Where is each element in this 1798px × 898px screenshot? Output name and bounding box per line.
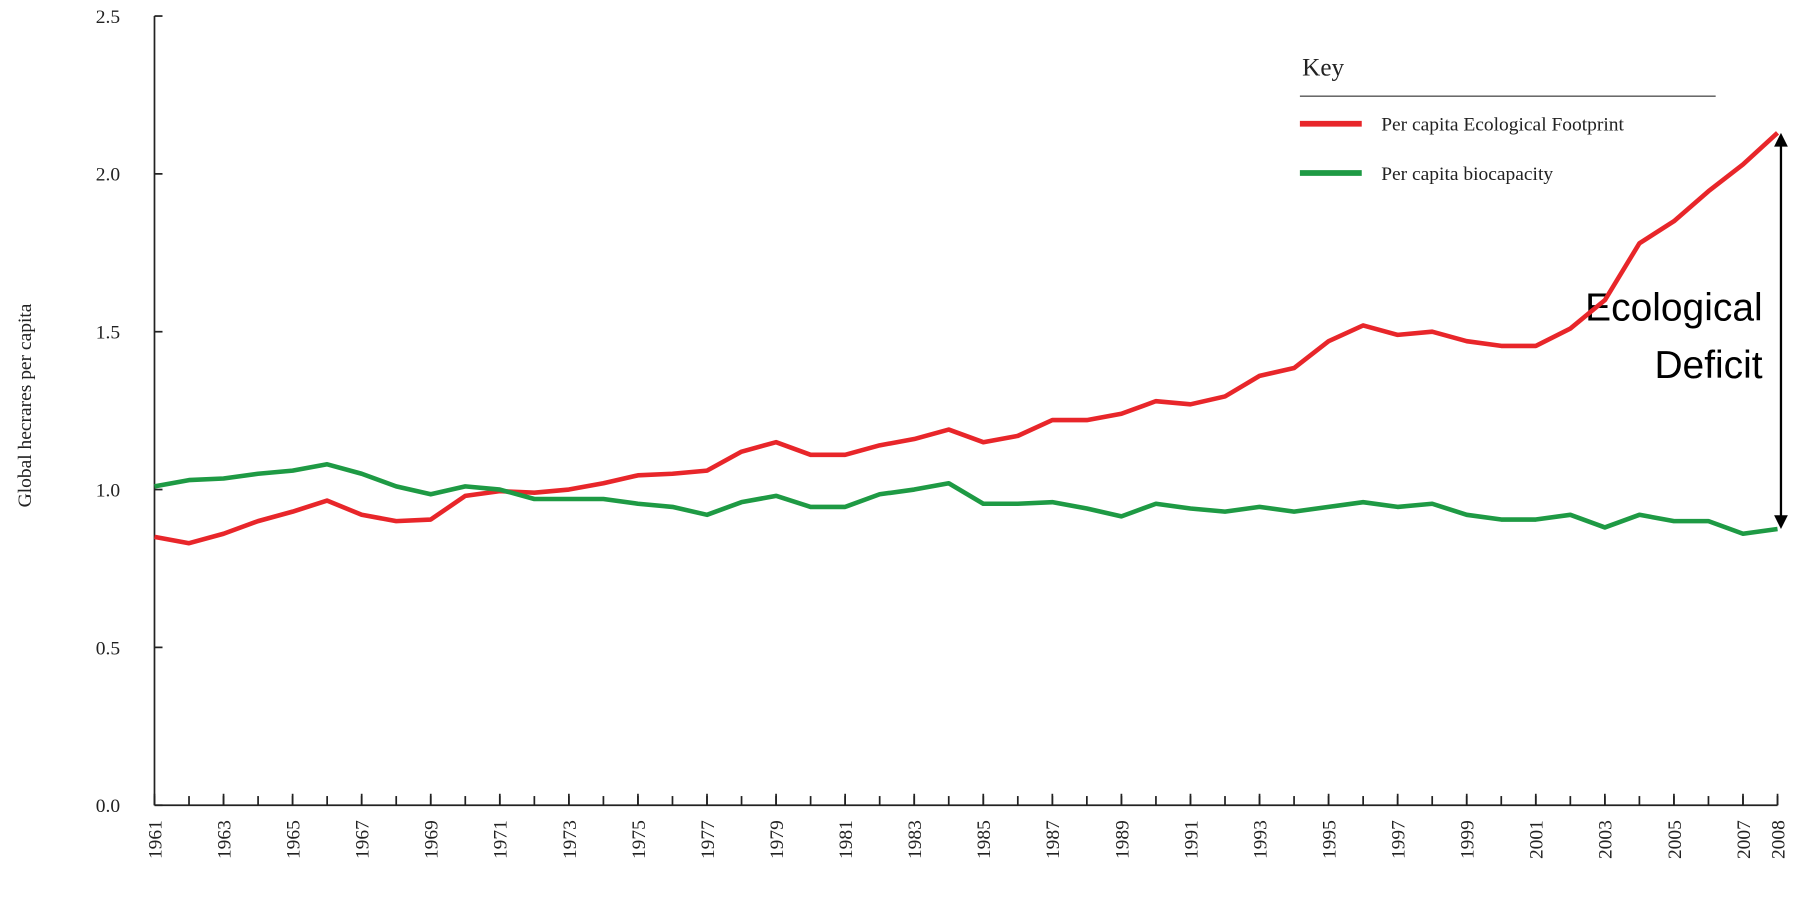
y-tick-label: 0.0 xyxy=(96,796,120,817)
y-tick-label: 1.5 xyxy=(96,323,120,344)
annotation: Ecological xyxy=(1585,287,1762,330)
x-tick-label: 1965 xyxy=(283,820,304,859)
x-tick-label: 1967 xyxy=(353,820,374,859)
x-tick-label: 2007 xyxy=(1734,820,1755,859)
y-tick-label: 0.5 xyxy=(96,638,120,659)
x-tick-label: 1987 xyxy=(1043,820,1064,859)
x-tick-label: 2005 xyxy=(1665,820,1686,859)
y-axis-label: Global hecrares per capita xyxy=(15,303,36,507)
x-tick-label: 1995 xyxy=(1319,820,1340,859)
x-tick-label: 2008 xyxy=(1768,820,1789,859)
series-line xyxy=(154,131,1780,546)
legend-label: Per capita biocapacity xyxy=(1381,164,1553,185)
x-tick-label: 1977 xyxy=(698,820,719,859)
y-tick-label: 2.5 xyxy=(96,7,120,28)
legend-title: Key xyxy=(1302,55,1344,82)
x-tick-label: 1983 xyxy=(905,820,926,859)
x-tick-label: 1997 xyxy=(1389,820,1410,859)
x-tick-label: 1993 xyxy=(1250,820,1271,859)
x-tick-label: 1985 xyxy=(974,820,995,859)
x-tick-label: 1981 xyxy=(836,820,857,859)
x-tick-label: 1979 xyxy=(767,820,788,859)
y-tick-label: 1.0 xyxy=(96,480,120,501)
series-line xyxy=(154,462,1778,537)
arrow-head xyxy=(1774,515,1788,530)
y-tick-label: 2.0 xyxy=(96,165,120,186)
x-tick-label: 2001 xyxy=(1527,820,1548,859)
x-tick-label: 1961 xyxy=(145,820,166,859)
arrow-head xyxy=(1774,132,1788,147)
x-tick-label: 1969 xyxy=(422,820,443,859)
x-tick-label: 1975 xyxy=(629,820,650,859)
x-tick-label: 1963 xyxy=(214,820,235,859)
x-tick-label: 1971 xyxy=(491,820,512,859)
x-tick-label: 1991 xyxy=(1181,820,1202,859)
legend-label: Per capita Ecological Footprint xyxy=(1381,115,1624,136)
x-tick-label: 1999 xyxy=(1458,820,1479,859)
x-tick-label: 1989 xyxy=(1112,820,1133,859)
annotation: Deficit xyxy=(1654,344,1762,387)
x-tick-label: 2003 xyxy=(1596,820,1617,859)
x-tick-label: 1973 xyxy=(560,820,581,859)
